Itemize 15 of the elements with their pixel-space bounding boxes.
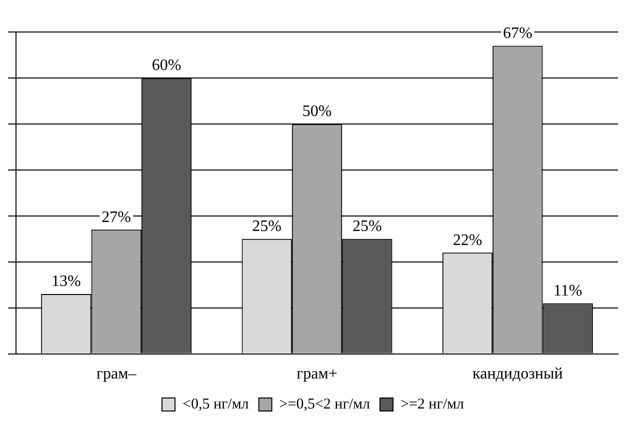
data-label: 27% — [102, 208, 131, 226]
legend-label: >=2 нг/мл — [400, 396, 465, 412]
data-label: 22% — [452, 232, 482, 249]
x-tick-label: грам+ — [296, 366, 338, 383]
data-label: 13% — [52, 273, 81, 290]
x-tick-label: кандидозный — [472, 366, 564, 383]
data-label: 67% — [503, 24, 532, 42]
data-label: 11% — [553, 282, 582, 300]
data-label: 60% — [152, 57, 182, 74]
legend-label: <0,5 нг/мл — [182, 396, 250, 412]
data-label: 25% — [252, 218, 282, 236]
x-tick-label: грам– — [96, 366, 138, 383]
legend-label: >=0,5<2 нг/мл — [279, 396, 371, 412]
data-label: 25% — [352, 218, 382, 236]
data-label: 50% — [302, 103, 332, 120]
